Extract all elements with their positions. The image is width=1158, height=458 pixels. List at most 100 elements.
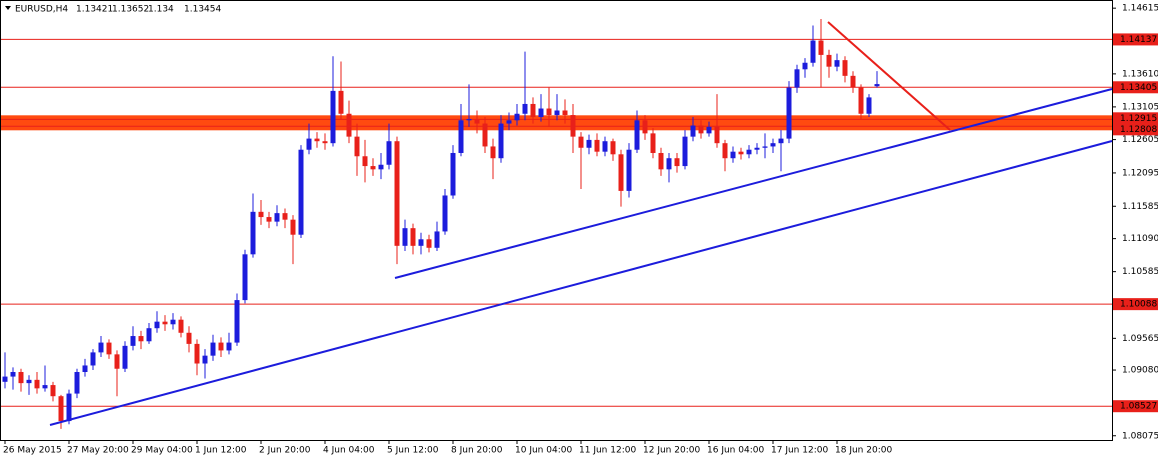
candle-body [818,40,824,55]
candle-body [786,87,792,139]
ohlc-low: 1.134 [148,5,174,15]
candle-body [34,379,40,389]
x-tick-label: 18 Jun 20:00 [835,446,892,456]
candle-body [570,115,576,137]
x-tick-label: 10 Jun 04:00 [515,446,572,456]
candle-body [266,217,272,222]
candle-body [242,254,248,301]
candle-body [866,97,872,114]
candle-body [762,146,768,148]
x-tick-label: 12 Jun 20:00 [643,446,700,456]
x-tick-label: 26 May 2015 [3,446,62,456]
y-tick-label: 1.09565 [1122,334,1158,344]
candle-body [474,118,480,124]
level-label-box [1113,81,1158,94]
x-tick-label: 8 Jun 20:00 [451,446,503,456]
candle-body [178,319,184,333]
candle-body [490,146,496,159]
candle-body [322,141,328,144]
candle-body [386,141,392,165]
y-tick-label: 1.08075 [1122,431,1158,441]
candle-body [338,90,344,114]
price-axis: 1.14615 1.13610 1.13105 1.12605 1.12095 1.115… [1112,4,1158,441]
level-label-box [1113,400,1158,413]
candle-body [210,342,216,356]
y-tick-label: 1.11585 [1122,202,1158,212]
candle-body [250,211,256,255]
symbol-title: EURUSD,H4 [15,5,68,15]
candle-body [434,231,440,248]
candle-body [458,120,464,153]
candle-body [658,152,664,170]
candle-body [538,108,544,118]
candle-body [522,103,528,114]
candle-body [586,139,592,148]
candle-body [802,62,808,70]
candle-body [634,120,640,150]
candle-body [626,149,632,191]
candle-body [258,211,264,218]
candle-body [114,354,120,369]
candle-body [874,84,880,87]
level-label: 1.12915 [1120,114,1157,124]
candle-body [754,147,760,150]
candle-body [282,213,288,220]
candle-body [682,136,688,167]
x-tick-label: 27 May 20:00 [67,446,129,456]
candle-body [738,151,744,155]
candle-body [98,342,104,353]
candle-body [834,60,840,67]
trend-line [394,88,1113,279]
candle-body [714,126,720,144]
level-label-box [1113,123,1158,136]
candle-body [450,152,456,196]
candle-body [314,138,320,142]
candle-body [690,125,696,137]
candle-body [562,110,568,116]
candle-body [202,355,208,364]
ohlc-close: 1.13454 [184,5,221,15]
candle-body [506,120,512,124]
y-tick-label: 1.14615 [1122,4,1158,14]
candle-body [274,213,280,222]
candle-body [594,139,600,152]
candle-body [234,300,240,343]
candle-body [362,156,368,167]
candle-body [858,87,864,114]
x-tick-label: 5 Jun 12:00 [387,446,439,456]
y-tick-label: 1.10585 [1122,267,1158,277]
candle-body [138,336,144,342]
candle-body [554,110,560,116]
x-tick-label: 17 Jun 12:00 [771,446,828,456]
candle-body [370,166,376,170]
candle-body [706,126,712,134]
x-tick-label: 16 Jun 04:00 [707,446,764,456]
candle-body [482,123,488,147]
candle-body [290,219,296,235]
candle-body [578,136,584,148]
y-tick-label: 1.12605 [1122,135,1158,145]
y-tick-label: 1.13610 [1122,69,1158,79]
candle-body [722,143,728,159]
candle-body [330,90,336,144]
candle-body [394,141,400,246]
menu-arrow [5,6,11,10]
candle-body [618,154,624,191]
candle-body [666,158,672,170]
x-tick-label: 4 Jun 04:00 [323,446,375,456]
x-tick-label: 29 May 04:00 [131,446,193,456]
trend-line [827,21,951,131]
candle-body [402,228,408,246]
y-tick-label: 1.11090 [1122,234,1158,244]
x-tick-label: 2 Jun 20:00 [259,446,311,456]
candle-body [378,164,384,170]
candle-body [154,321,160,329]
candle-body [162,321,168,325]
candle-body [514,113,520,121]
level-label: 1.12808 [1120,125,1157,135]
candle-body [226,342,232,351]
candle-body [218,342,224,351]
candle-body [146,328,152,342]
candle-body [122,345,128,369]
